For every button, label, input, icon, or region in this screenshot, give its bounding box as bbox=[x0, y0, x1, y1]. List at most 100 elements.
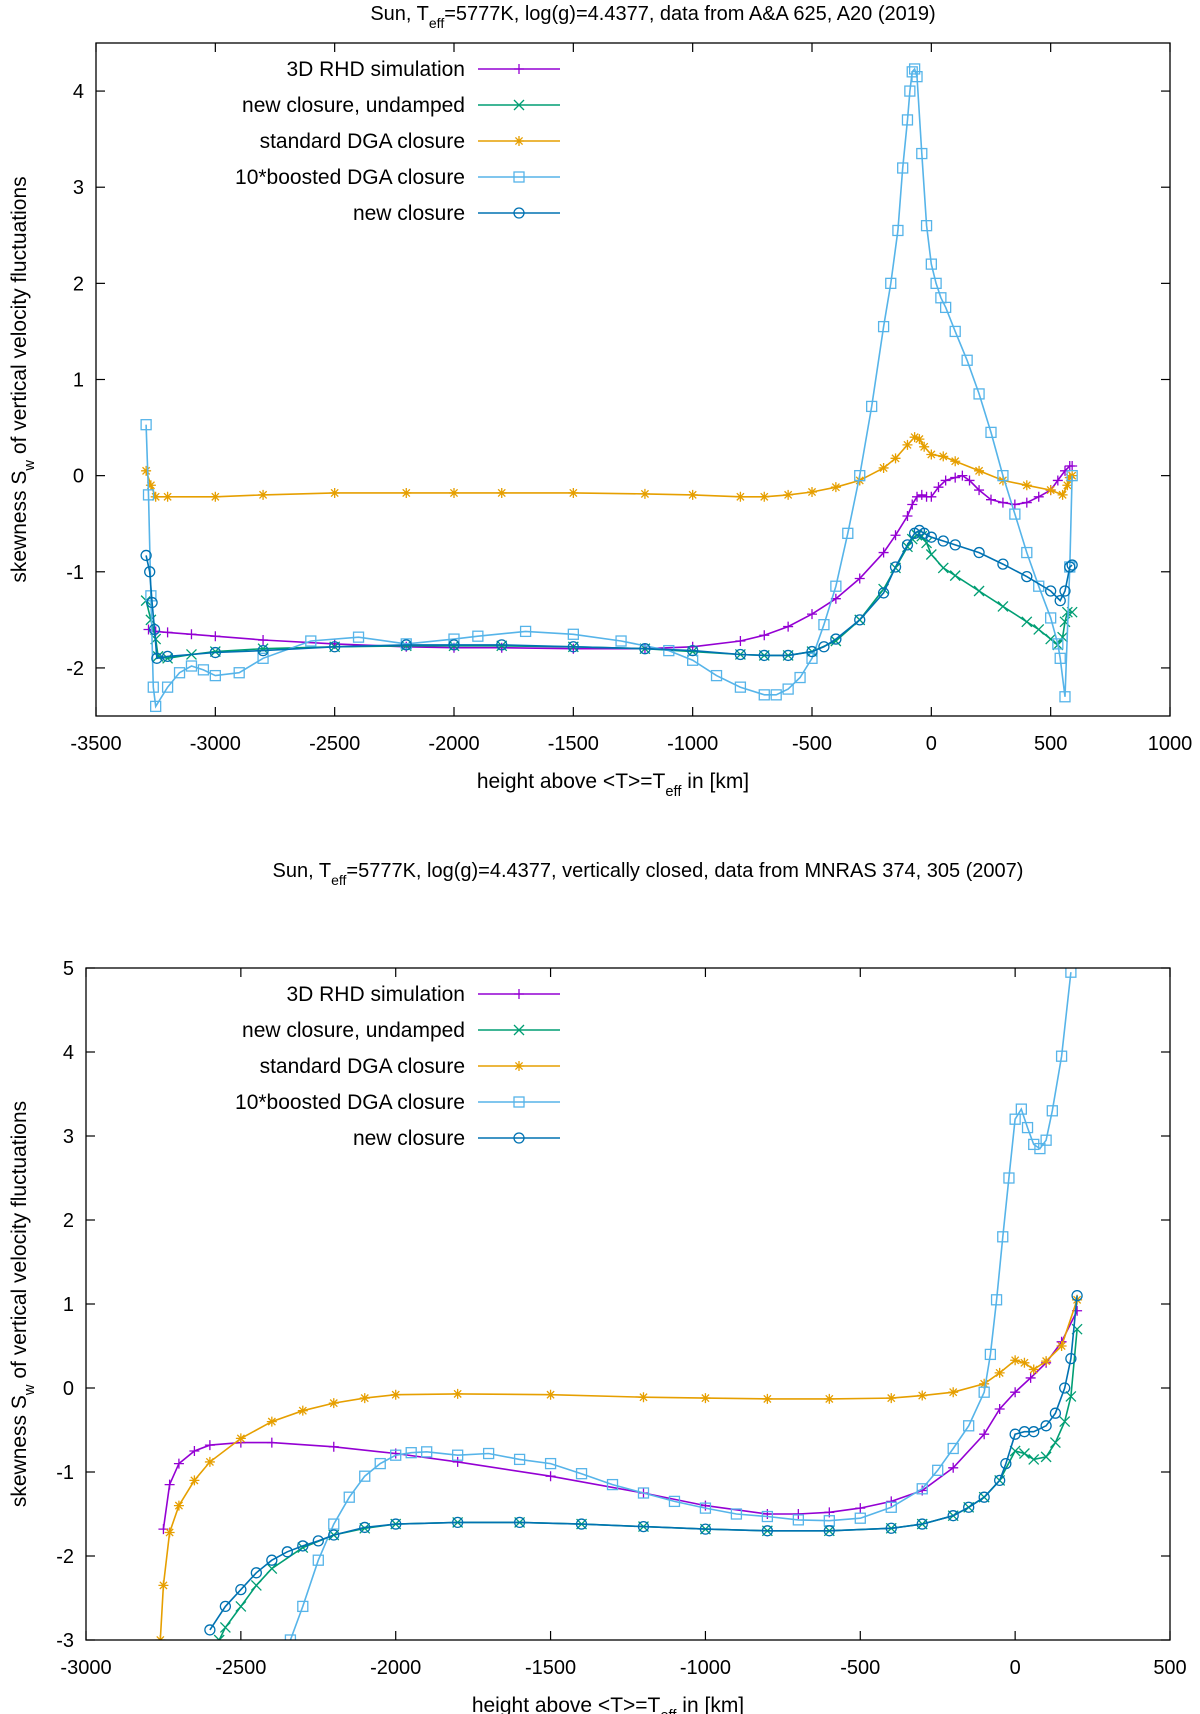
data-point bbox=[700, 1500, 711, 1511]
data-point bbox=[637, 1487, 650, 1499]
data-point bbox=[258, 489, 269, 500]
legend-label: new closure, undamped bbox=[242, 94, 465, 117]
data-point bbox=[735, 491, 746, 502]
data-point bbox=[937, 535, 949, 547]
data-point bbox=[147, 681, 159, 693]
data-point bbox=[687, 644, 699, 657]
data-point bbox=[1062, 480, 1073, 491]
data-point bbox=[496, 487, 507, 498]
data-point bbox=[1009, 1445, 1021, 1457]
plot-frame bbox=[85, 967, 1171, 1641]
y-tick-label: 1 bbox=[63, 1294, 74, 1316]
data-point bbox=[823, 1525, 835, 1537]
data-point bbox=[947, 1510, 959, 1522]
data-point bbox=[855, 1503, 866, 1514]
data-point bbox=[904, 85, 916, 97]
data-point bbox=[889, 561, 902, 573]
data-point bbox=[1065, 1390, 1077, 1402]
data-point bbox=[926, 491, 937, 502]
data-point bbox=[329, 641, 341, 653]
data-point bbox=[963, 1420, 975, 1432]
y-tick-label: 1 bbox=[73, 370, 84, 392]
data-point bbox=[1045, 585, 1057, 597]
data-point bbox=[197, 664, 210, 676]
data-point bbox=[567, 641, 579, 653]
data-point bbox=[513, 1024, 525, 1036]
data-point bbox=[359, 1521, 371, 1534]
series-new-closure-undamped bbox=[213, 1323, 1083, 1640]
legend: 3D RHD simulation new closure, undamped st… bbox=[235, 58, 560, 225]
data-point bbox=[973, 585, 985, 597]
chart-top: Sun, Teff=5777K, log(g)=4.4377, data fro… bbox=[8, 3, 1192, 800]
data-point bbox=[734, 648, 747, 661]
data-point bbox=[761, 1510, 774, 1523]
data-point bbox=[405, 1447, 417, 1459]
data-point bbox=[186, 629, 197, 640]
data-point bbox=[761, 1525, 774, 1537]
data-point bbox=[699, 1523, 712, 1535]
data-point bbox=[890, 530, 901, 541]
data-point bbox=[758, 689, 770, 701]
y-tick-label: 0 bbox=[73, 466, 84, 488]
series-line bbox=[145, 529, 1073, 660]
data-point bbox=[328, 1529, 340, 1541]
x-tick-label: -3000 bbox=[60, 1657, 111, 1679]
data-point bbox=[204, 1440, 215, 1451]
data-point bbox=[759, 491, 770, 502]
series-10-boosted-dga-closure bbox=[140, 63, 1078, 713]
x-tick-label: -2000 bbox=[370, 1657, 421, 1679]
data-point bbox=[901, 114, 914, 126]
data-point bbox=[1052, 638, 1064, 650]
data-point bbox=[1049, 1437, 1061, 1449]
x-tick-label: 0 bbox=[1010, 1657, 1021, 1679]
data-point bbox=[173, 1500, 184, 1511]
y-tick-label: 3 bbox=[63, 1126, 74, 1148]
y-axis-label-part: skewness S bbox=[8, 471, 31, 583]
data-point bbox=[638, 1392, 649, 1403]
data-point bbox=[902, 439, 913, 450]
data-point bbox=[762, 1393, 773, 1404]
data-point bbox=[452, 1449, 464, 1461]
x-tick-label: -3500 bbox=[70, 733, 121, 755]
data-point bbox=[782, 683, 794, 695]
data-point bbox=[794, 671, 806, 684]
y-axis-label: skewness Sw of vertical velocity fluctua… bbox=[8, 176, 38, 582]
legend-label: 10*boosted DGA closure bbox=[235, 1091, 465, 1114]
data-point bbox=[938, 451, 949, 462]
data-point bbox=[281, 1546, 293, 1558]
data-point bbox=[575, 1468, 588, 1480]
data-point bbox=[1045, 485, 1056, 496]
x-axis-label-part: in [km] bbox=[681, 770, 749, 793]
x-tick-label: -2500 bbox=[309, 733, 360, 755]
data-point bbox=[266, 1563, 278, 1575]
data-point bbox=[730, 1508, 743, 1520]
data-point bbox=[885, 1522, 897, 1534]
data-point bbox=[141, 465, 152, 476]
data-point bbox=[770, 689, 782, 701]
y-tick-label: -2 bbox=[66, 658, 84, 680]
data-point bbox=[986, 494, 996, 505]
data-point bbox=[1059, 1416, 1071, 1428]
data-point bbox=[1059, 585, 1071, 597]
data-point bbox=[390, 1518, 402, 1530]
data-point bbox=[854, 469, 866, 482]
data-point bbox=[854, 573, 865, 584]
data-point bbox=[161, 650, 174, 663]
data-point bbox=[297, 1405, 308, 1416]
data-point bbox=[830, 580, 842, 592]
data-point bbox=[448, 633, 460, 645]
data-point bbox=[911, 71, 923, 83]
data-point bbox=[806, 652, 818, 664]
data-point bbox=[916, 1483, 928, 1495]
y-tick-label: -1 bbox=[66, 562, 84, 584]
y-tick-label: 0 bbox=[63, 1378, 74, 1400]
data-point bbox=[1040, 1134, 1052, 1146]
data-point bbox=[209, 646, 221, 659]
data-point bbox=[759, 630, 770, 641]
data-point bbox=[266, 1416, 277, 1427]
data-point bbox=[148, 623, 161, 636]
data-point bbox=[1056, 1341, 1067, 1351]
series-new-closure bbox=[140, 524, 1078, 664]
data-point bbox=[258, 635, 269, 646]
series-new-closure-undamped bbox=[140, 529, 1078, 664]
